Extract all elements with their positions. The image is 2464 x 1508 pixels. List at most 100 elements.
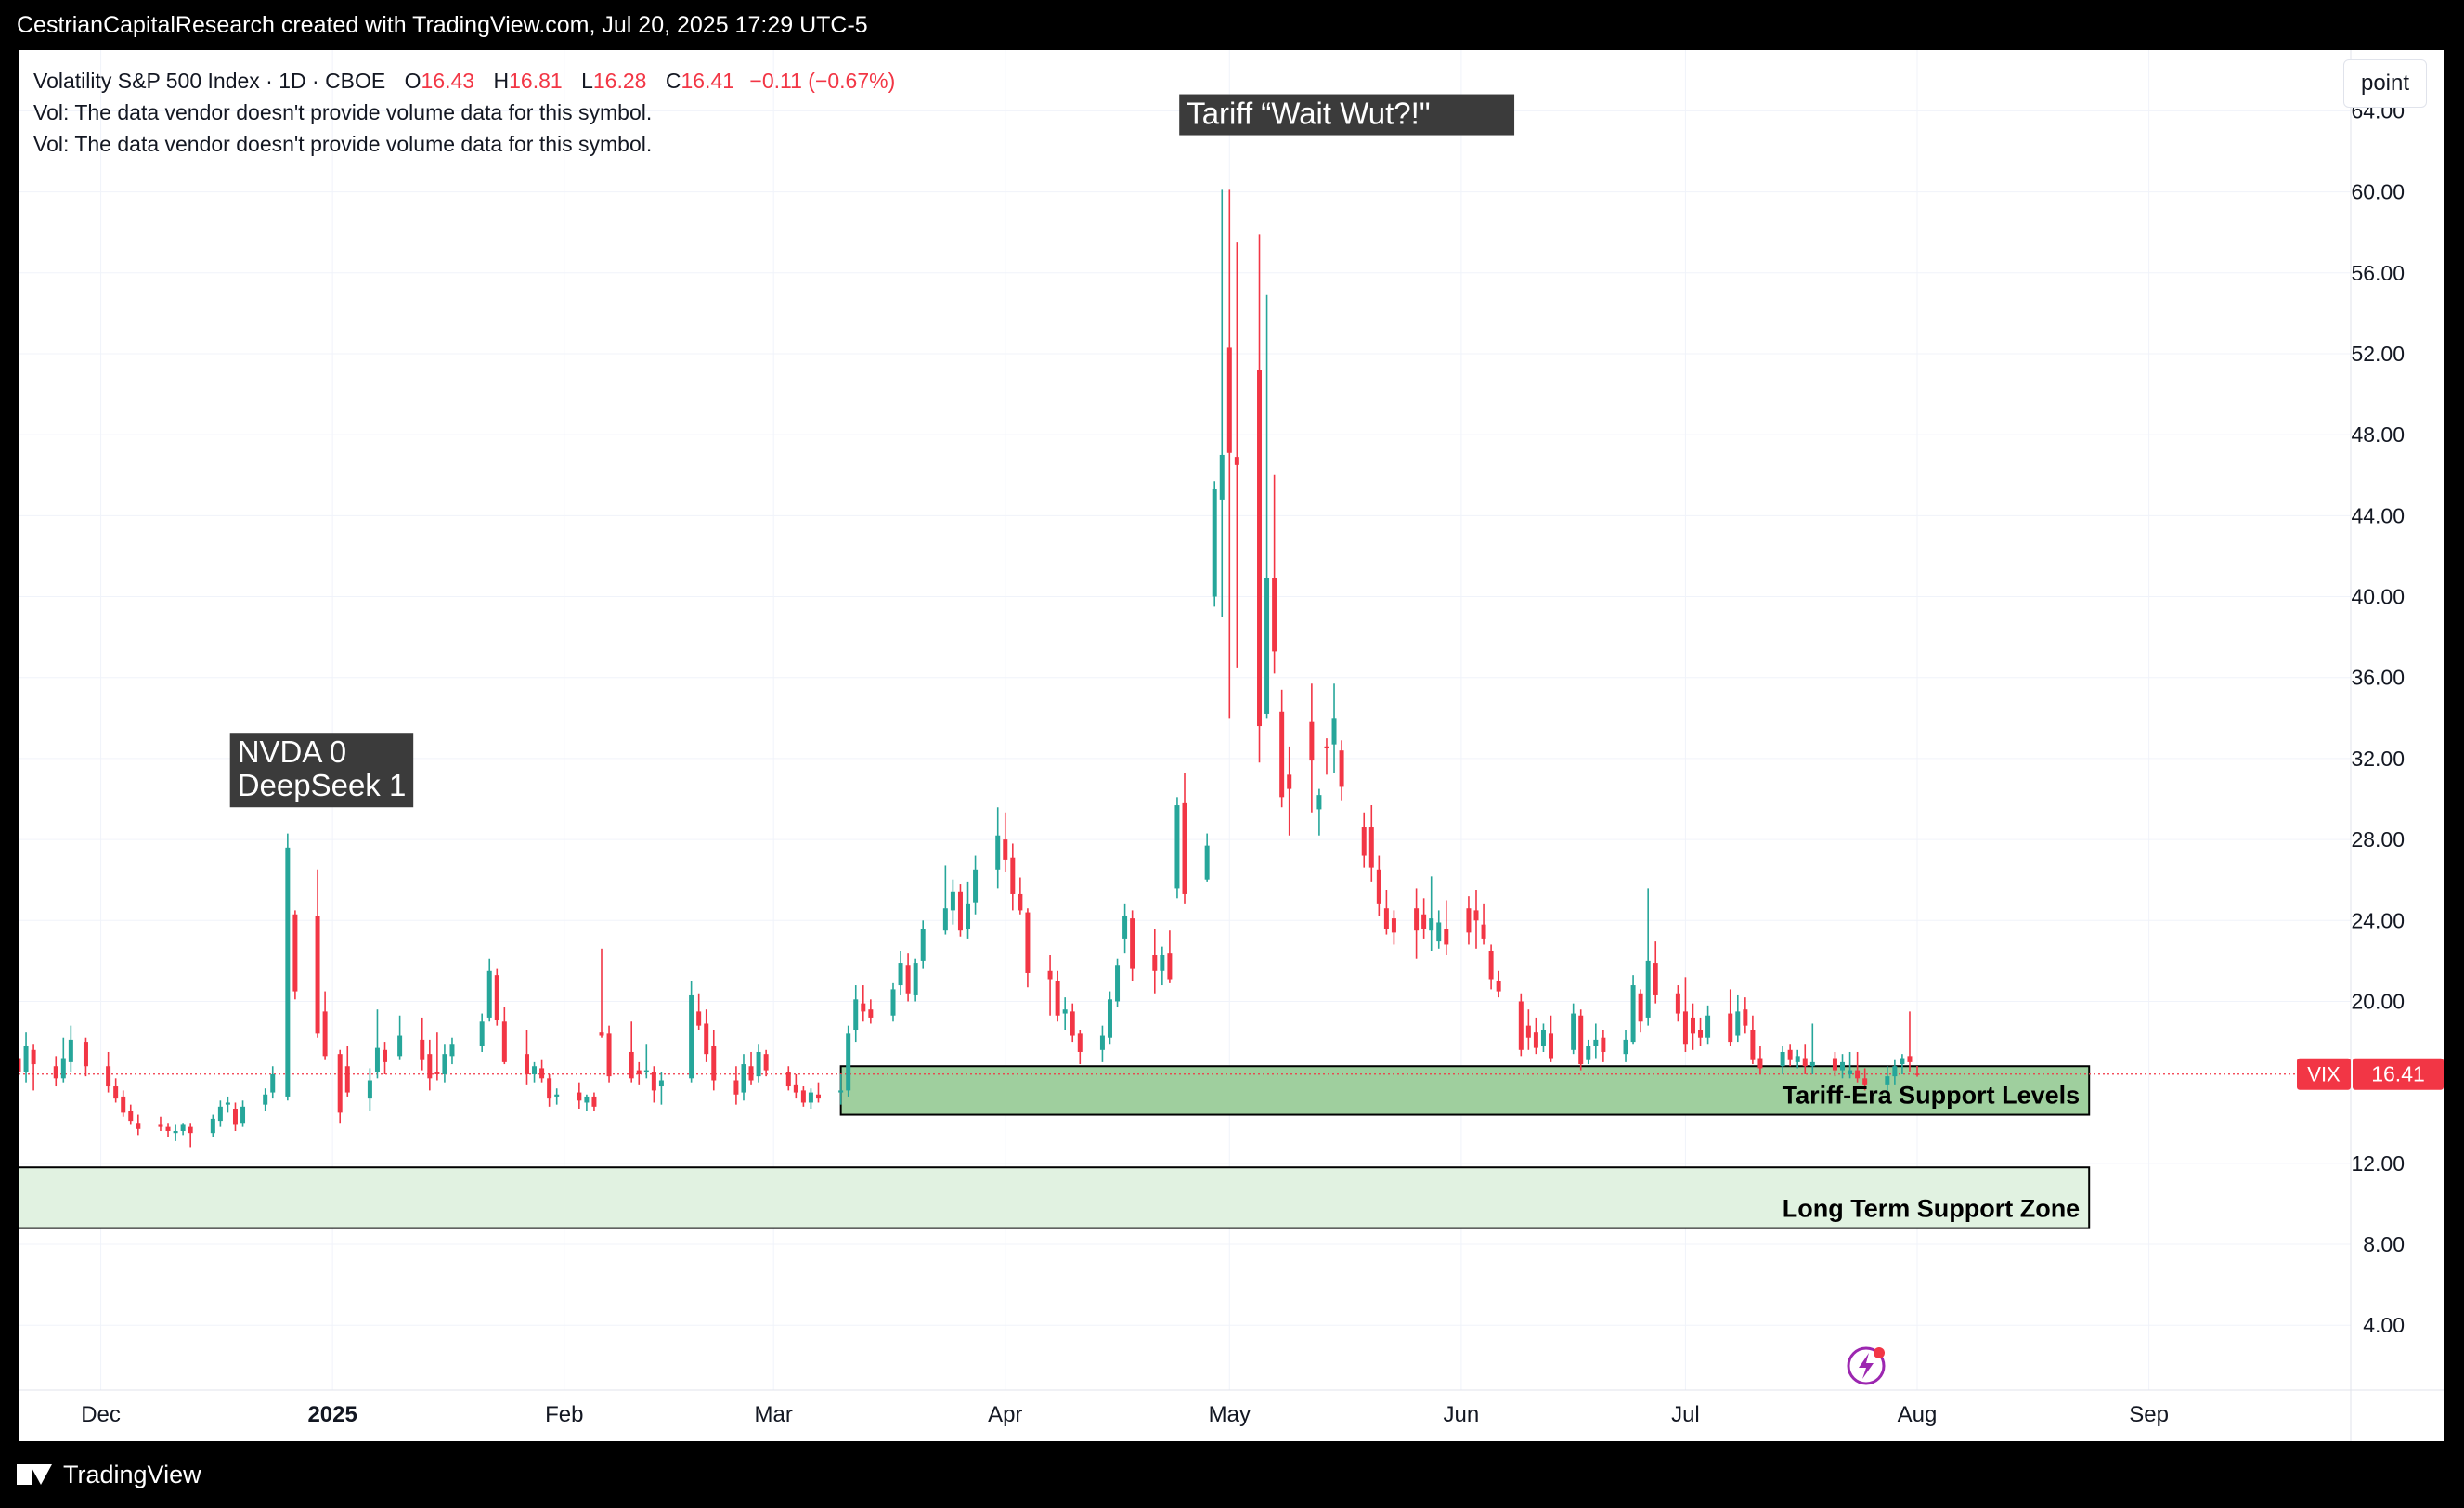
candle-body [68,1039,73,1062]
candle [383,1042,388,1074]
candle [957,884,963,937]
candle [1780,1046,1785,1074]
candle [1018,878,1023,915]
candle-body [180,1124,186,1131]
candle-body [1571,1013,1576,1050]
candle-body [957,891,963,931]
candle [1840,1054,1846,1079]
candle-body [225,1102,230,1105]
candle [1900,1054,1905,1074]
candle [763,1049,769,1077]
candle-body [106,1066,111,1087]
candle-body [1219,454,1225,500]
candle [711,1030,717,1091]
candle-body [1892,1066,1898,1077]
candle-body [60,1058,66,1079]
candle [1376,855,1381,916]
candle [128,1104,134,1125]
candle [658,1072,664,1105]
candle [704,1009,709,1062]
candle-body [966,904,971,930]
candle [1653,941,1658,1004]
y-tick-label: 48.00 [2351,422,2405,447]
candle [1279,689,1285,808]
symbol-description: Volatility S&P 500 Index · 1D · CBOE [33,69,386,93]
candle-body [427,1054,433,1079]
candle-body [270,1073,276,1093]
lightning-icon[interactable] [1847,1346,1886,1385]
candle [1160,946,1165,986]
candle [1832,1051,1837,1077]
high-value: 16.81 [509,69,563,93]
zone-layer [19,1065,2091,1229]
candle-body [479,1021,485,1046]
candle-body [53,1066,58,1079]
x-tick-label: Sep [2129,1402,2169,1427]
x-tick-label: Dec [81,1402,121,1427]
chart-area[interactable]: Tariff-Era Support Levels Long Term Suppo… [19,50,2444,1441]
candle-body [1174,805,1180,889]
candle [741,1054,746,1101]
candle-body [1331,718,1337,745]
candle-body [1466,908,1472,933]
last-price-badge: VIX 16.41 [2297,1058,2444,1090]
candle [1212,481,1217,607]
candle [577,1082,582,1110]
candle [53,1056,58,1087]
candle [1623,1030,1628,1062]
candle [861,985,866,1022]
candle [263,1088,268,1112]
candle [19,1042,21,1083]
scale-mode-button[interactable]: point [2343,59,2427,108]
low-label: L [581,69,593,93]
candle [486,958,492,1022]
candle-body [1152,955,1158,971]
candle-body [1496,981,1501,992]
candle-body [861,1003,866,1012]
candle-body [1832,1058,1837,1071]
candlestick-chart[interactable]: Tariff-Era Support Levels Long Term Suppo… [19,50,2444,1441]
candle [1750,1015,1756,1065]
candle [1167,930,1173,983]
candle-body [1414,908,1420,931]
candle-body [1638,993,1643,1022]
candle-body [1287,774,1292,789]
candle-body [1316,795,1322,810]
x-tick-label: Apr [988,1402,1022,1427]
candle-body [397,1035,403,1057]
candle-body [1309,722,1315,761]
candle-body [113,1086,119,1099]
candle [1219,189,1225,618]
y-tick-label: 60.00 [2351,180,2405,204]
y-tick-label: 8.00 [2363,1232,2405,1256]
candle [1735,994,1741,1043]
candle-body [733,1080,739,1095]
x-tick-label: Mar [755,1402,793,1427]
candle [1272,474,1277,674]
candle-body [1578,1015,1584,1065]
candle-body [1421,914,1427,930]
support-zone-label: Tariff-Era Support Levels [1783,1082,2081,1110]
candle-body [1795,1056,1800,1062]
candle-body [322,1011,328,1057]
candle-body [846,1034,851,1091]
candle [733,1066,739,1105]
x-tick-label: Feb [545,1402,583,1427]
candle [217,1100,223,1127]
candle-body [434,1072,440,1074]
candle [1892,1060,1898,1085]
candle-body [1802,1058,1808,1067]
candle [1473,890,1479,949]
candle-body [1675,993,1680,1014]
candle-body [1900,1058,1905,1065]
price-tag-text: 16.41 [2371,1062,2425,1086]
candle-body [31,1049,36,1065]
candle-body [367,1080,372,1099]
candle [898,950,903,995]
candle [1309,683,1315,813]
candle [121,1090,126,1117]
candle [800,1086,806,1107]
candle-body [1862,1078,1868,1085]
candle [696,993,702,1031]
candle-body [689,994,694,1079]
